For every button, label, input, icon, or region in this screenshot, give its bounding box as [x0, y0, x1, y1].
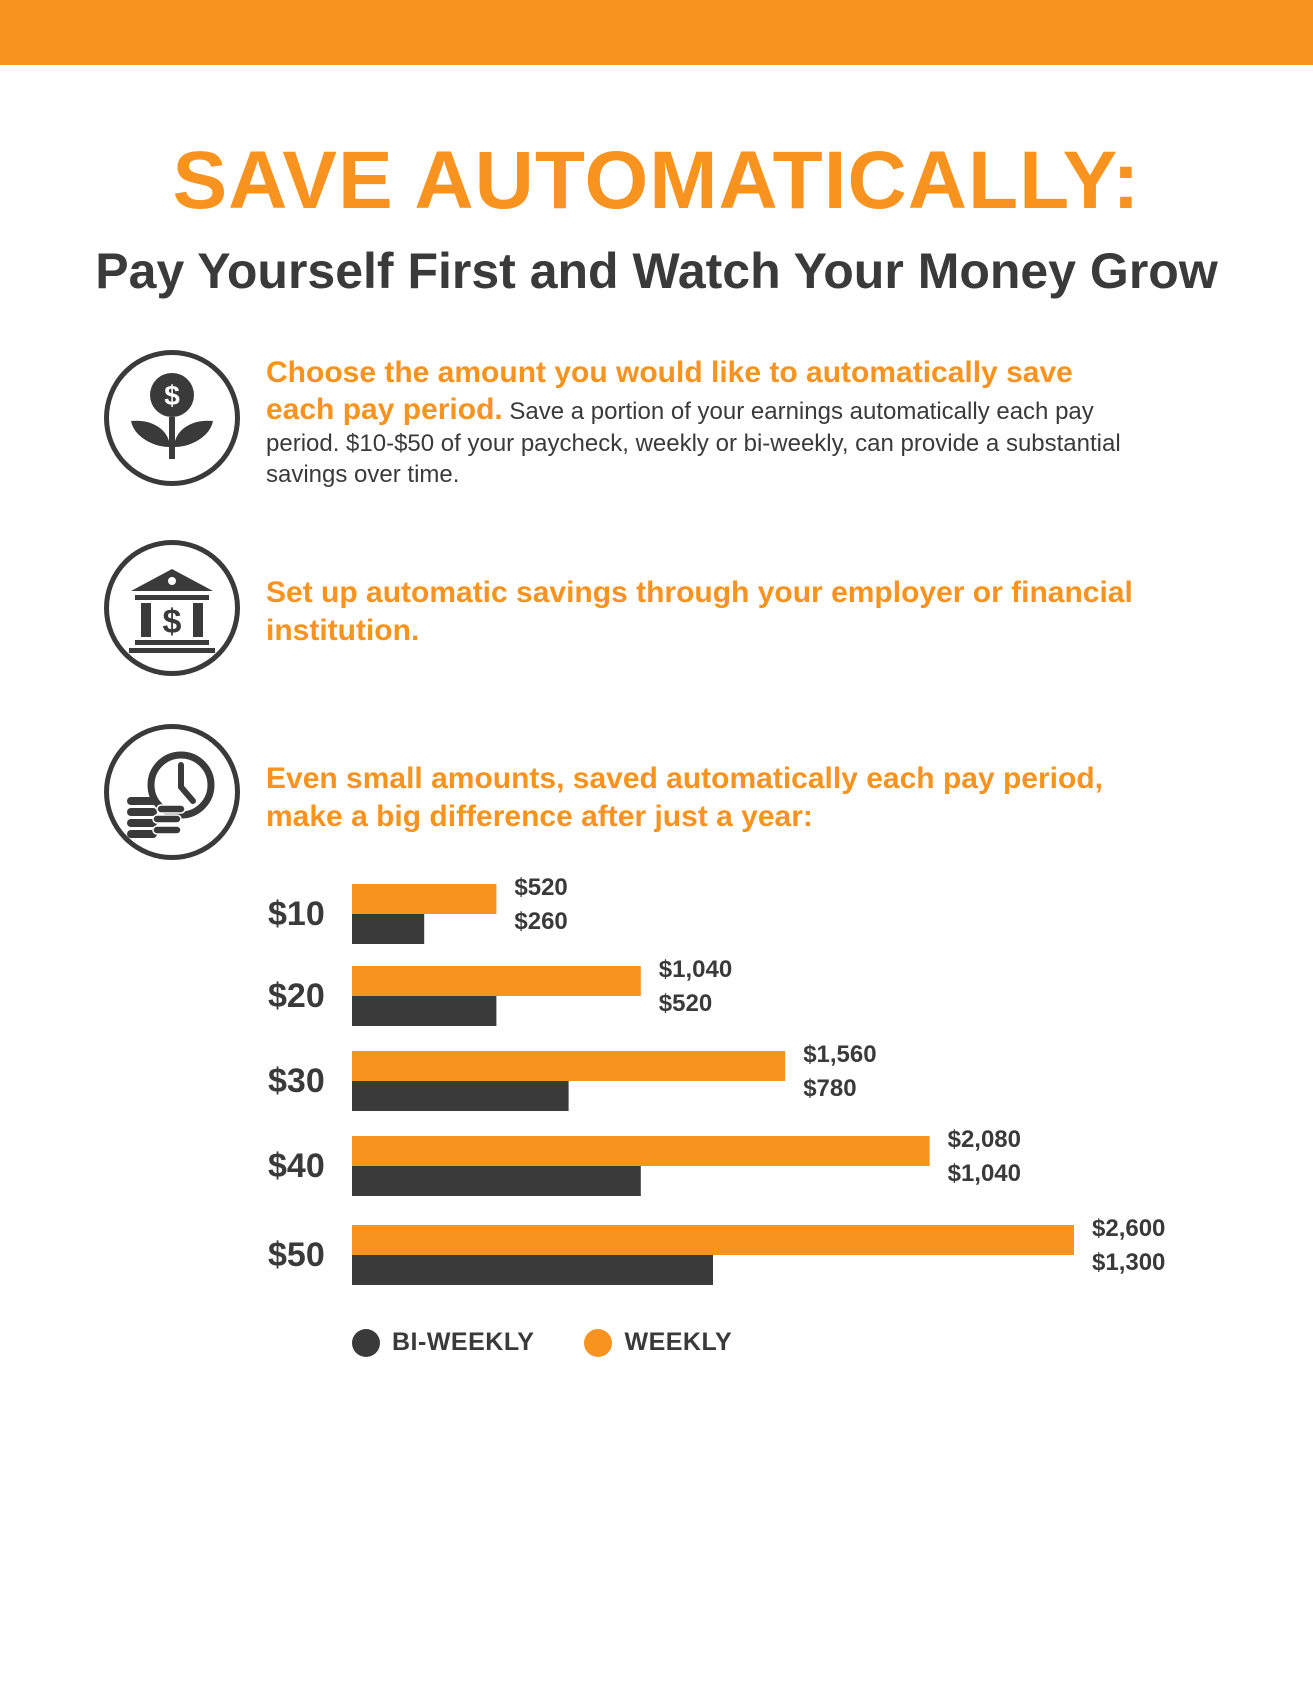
section-highlight: Set up automatic savings through your em… — [266, 576, 1133, 647]
legend-item-weekly: WEEKLY — [584, 1328, 732, 1357]
section-highlight: Even small amounts, saved automatically … — [266, 762, 1103, 833]
bar-bi-weekly — [352, 1166, 641, 1196]
svg-text:$: $ — [164, 380, 180, 411]
section-body: Save a portion of your earnings automati… — [266, 398, 1121, 488]
legend-swatch — [352, 1328, 380, 1357]
category-label: $10 — [268, 895, 325, 933]
data-label-bi-weekly: $520 — [659, 990, 712, 1017]
category-label: $20 — [268, 977, 325, 1015]
bar-bi-weekly — [352, 996, 497, 1026]
section-text: Choose the amount you would like to auto… — [266, 354, 1146, 490]
legend-label: BI-WEEKLY — [392, 1328, 535, 1356]
category-label: $50 — [268, 1236, 325, 1274]
svg-text:$: $ — [163, 603, 182, 641]
bank-icon: $ — [104, 540, 240, 676]
bar-bi-weekly — [352, 1081, 569, 1111]
data-label-weekly: $520 — [514, 874, 567, 901]
legend-label: WEEKLY — [624, 1328, 733, 1356]
data-label-bi-weekly: $260 — [514, 908, 567, 935]
chart-legend: BI-WEEKLY WEEKLY — [352, 1328, 782, 1357]
bar-bi-weekly — [352, 1255, 713, 1285]
bar-bi-weekly — [352, 914, 425, 944]
page-title: SAVE AUTOMATICALLY: — [172, 135, 1141, 226]
bar-weekly — [352, 884, 497, 914]
section-highlight: Choose the amount you would like to auto… — [266, 356, 1073, 426]
top-accent-band — [0, 0, 1313, 65]
data-label-weekly: $1,560 — [803, 1041, 876, 1068]
bar-weekly — [352, 1225, 1074, 1255]
data-label-weekly: $2,080 — [948, 1126, 1021, 1153]
legend-item-bi-weekly: BI-WEEKLY — [352, 1328, 534, 1357]
bar-weekly — [352, 966, 641, 996]
data-label-bi-weekly: $1,300 — [1092, 1249, 1165, 1276]
section-text: Set up automatic savings through your em… — [266, 574, 1146, 650]
category-label: $40 — [268, 1147, 325, 1185]
page-subtitle: Pay Yourself First and Watch Your Money … — [95, 243, 1218, 299]
legend-swatch — [584, 1328, 613, 1357]
data-label-weekly: $1,040 — [659, 956, 732, 983]
clock-coins-icon — [104, 724, 240, 860]
data-label-weekly: $2,600 — [1092, 1215, 1165, 1242]
data-label-bi-weekly: $780 — [803, 1075, 856, 1102]
dollar-plant-icon: $ — [104, 350, 240, 486]
category-label: $30 — [268, 1062, 325, 1100]
data-label-bi-weekly: $1,040 — [948, 1160, 1021, 1187]
section-text: Even small amounts, saved automatically … — [266, 760, 1146, 836]
bar-weekly — [352, 1051, 786, 1081]
bar-weekly — [352, 1136, 930, 1166]
